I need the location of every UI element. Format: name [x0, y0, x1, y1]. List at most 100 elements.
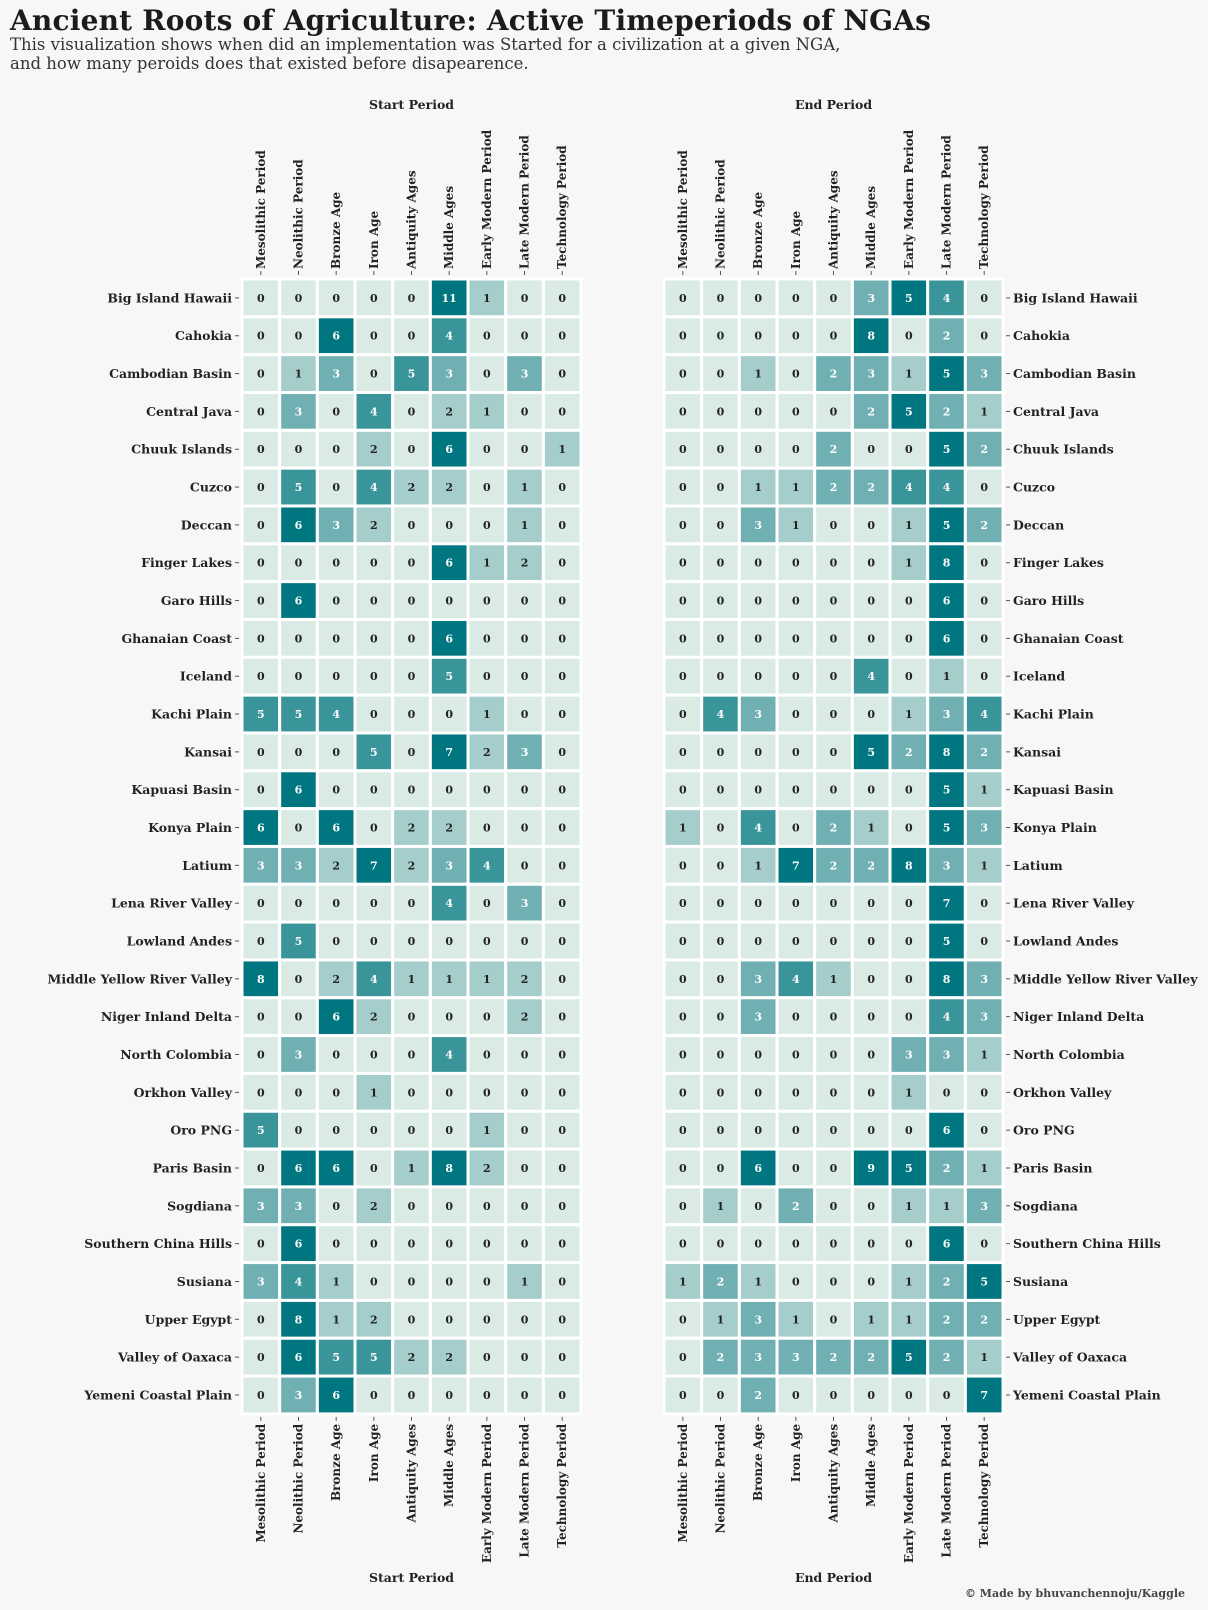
cell-value-label: 0	[408, 708, 416, 721]
x-tick-label-bottom-neolithic-period: Neolithic Period	[292, 1423, 306, 1533]
cell-value-label: 0	[370, 632, 378, 645]
heatmap-cell	[240, 1147, 282, 1189]
heatmap-cell	[278, 1374, 319, 1416]
cell-value-label: 0	[792, 746, 800, 759]
heatmap-cell	[315, 277, 357, 319]
cell-value-label: 1	[905, 1200, 913, 1213]
heatmap-cell	[391, 542, 432, 584]
cell-value-label: 0	[980, 1086, 988, 1099]
cell-value-label: 0	[257, 784, 265, 797]
heatmap-cell	[240, 353, 282, 394]
x-tick-label-top-technology-period: Technology Period	[555, 145, 569, 269]
cell-value-label: 0	[754, 1124, 762, 1137]
y-tick-label-big-island-hawaii: Big Island Hawaii	[107, 290, 232, 305]
cell-value-label: 0	[521, 292, 529, 305]
heatmap-cell	[541, 1034, 583, 1075]
cell-value-label: 5	[905, 292, 913, 305]
cell-value-label: 0	[445, 1313, 453, 1326]
cell-value-label: 8	[905, 859, 913, 872]
heatmap-cell	[504, 1261, 545, 1302]
subtitle-line-2: and how many peroids does that existed b…	[10, 54, 529, 73]
heatmap-cell	[541, 1298, 583, 1340]
cell-value-label: 0	[370, 330, 378, 343]
heatmap-cell	[963, 353, 1005, 394]
cell-value-label: 0	[830, 595, 838, 608]
x-tick-label-top-bronze-age: Bronze Age	[751, 191, 765, 269]
y-tick-label-iceland: Iceland	[180, 669, 232, 684]
cell-value-label: 0	[521, 935, 529, 948]
cell-value-label: 0	[332, 1238, 340, 1251]
x-tick-label-bottom-late-modern-period: Late Modern Period	[940, 1423, 954, 1557]
heatmap-cell	[504, 1071, 545, 1113]
cell-value-label: 0	[332, 1049, 340, 1062]
cell-value-label: 0	[679, 1049, 687, 1062]
cell-value-label: 3	[980, 1011, 988, 1024]
x-tick-label-top-mesolithic-period: Mesolithic Period	[676, 150, 690, 269]
cell-value-label: 1	[679, 822, 687, 835]
heatmap-cell	[391, 617, 432, 659]
heatmap-cell	[391, 693, 432, 735]
cell-value-label: 6	[295, 1238, 303, 1251]
x-tick-label-bottom-middle-ages: Middle Ages	[864, 1424, 878, 1507]
cell-value-label: 0	[408, 405, 416, 418]
y-tick-label-orkhon-valley: Orkhon Valley	[134, 1085, 233, 1100]
cell-value-label: 2	[370, 1313, 378, 1326]
cell-value-label: 3	[295, 1200, 303, 1213]
heatmap-cell	[504, 1109, 545, 1151]
cell-value-label: 0	[754, 292, 762, 305]
x-tick-label-top-middle-ages: Middle Ages	[442, 186, 456, 269]
cell-value-label: 0	[867, 632, 875, 645]
heatmap-cell	[541, 580, 583, 621]
cell-value-label: 1	[754, 368, 762, 381]
cell-value-label: 4	[717, 708, 725, 721]
heatmap-cell	[963, 1261, 1005, 1302]
cell-value-label: 0	[558, 1124, 566, 1137]
x-tick-label-top-late-modern-period: Late Modern Period	[940, 135, 954, 269]
heatmap-cell	[466, 844, 508, 886]
cell-value-label: 0	[679, 1162, 687, 1175]
y-tick-label-niger-inland-delta: Niger Inland Delta	[1013, 1009, 1144, 1024]
cell-value-label: 1	[905, 519, 913, 532]
cell-value-label: 1	[483, 292, 491, 305]
x-tick-label-top-technology-period: Technology Period	[977, 145, 991, 269]
heatmap-cell	[391, 580, 432, 621]
cell-value-label: 0	[558, 1351, 566, 1364]
cell-value-label: 2	[980, 1313, 988, 1326]
cell-value-label: 0	[558, 822, 566, 835]
cell-value-label: 5	[943, 822, 951, 835]
cell-value-label: 0	[257, 746, 265, 759]
heatmap-cell	[775, 996, 817, 1038]
cell-value-label: 3	[257, 859, 265, 872]
cell-value-label: 2	[370, 519, 378, 532]
heatmap-cell	[504, 390, 545, 432]
heatmap-cell	[963, 1109, 1005, 1151]
cell-value-label: 0	[295, 1086, 303, 1099]
cell-value-label: 0	[295, 746, 303, 759]
cell-value-label: 7	[370, 859, 378, 872]
cell-value-label: 0	[792, 1162, 800, 1175]
cell-value-label: 0	[754, 1200, 762, 1213]
heatmap-cell	[813, 1336, 854, 1378]
cell-value-label: 7	[445, 746, 453, 759]
cell-value-label: 1	[483, 557, 491, 570]
cell-value-label: 0	[679, 1238, 687, 1251]
heatmap-cell	[315, 390, 357, 432]
cell-value-label: 0	[792, 822, 800, 835]
cell-value-label: 0	[717, 1238, 725, 1251]
cell-value-label: 5	[295, 481, 303, 494]
cell-value-label: 0	[408, 443, 416, 456]
cell-value-label: 0	[905, 897, 913, 910]
cell-value-label: 0	[679, 1389, 687, 1402]
heatmap-cell	[813, 1223, 854, 1265]
y-tick-label-cahokia: Cahokia	[175, 328, 232, 343]
cell-value-label: 0	[257, 670, 265, 683]
heatmap-cell	[700, 1223, 741, 1265]
cell-value-label: 0	[754, 632, 762, 645]
heatmap-cell	[963, 1298, 1005, 1340]
cell-value-label: 0	[370, 1049, 378, 1062]
y-tick-label-lena-river-valley: Lena River Valley	[111, 896, 233, 911]
cell-value-label: 0	[558, 1049, 566, 1062]
cell-value-label: 0	[483, 1351, 491, 1364]
heatmap-cell	[926, 920, 967, 962]
cell-value-label: 2	[943, 1275, 951, 1288]
